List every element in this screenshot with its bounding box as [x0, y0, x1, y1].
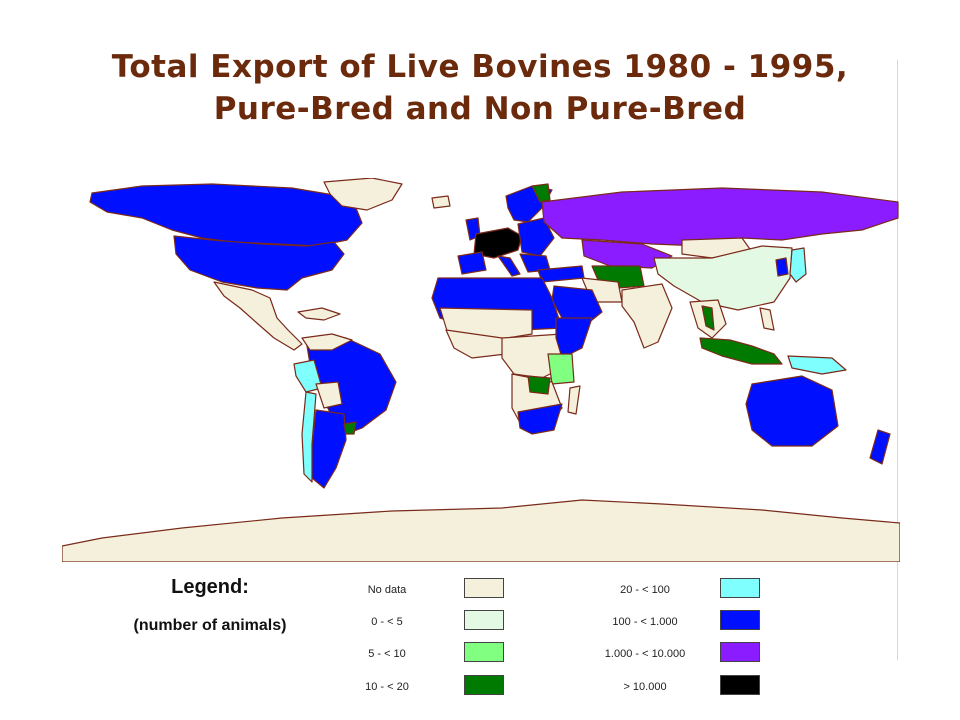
- region-west-africa: [445, 329, 507, 359]
- region-argentina: [311, 409, 347, 489]
- legend-label-1000-10000: 1.000 - < 10.000: [604, 648, 686, 660]
- legend-label-over-10000: > 10.000: [623, 681, 667, 693]
- legend-swatch-no-data: [464, 578, 504, 598]
- legend-label-no-data: No data: [367, 584, 407, 596]
- region-peru: [293, 359, 323, 393]
- region-antarctica: [62, 499, 900, 562]
- region-italy: [497, 255, 521, 277]
- legend-label-5-10: 5 - < 10: [368, 648, 406, 660]
- region-india: [621, 283, 673, 349]
- legend-label-100-1000: 100 - < 1.000: [612, 616, 678, 628]
- legend-label-10-20: 10 - < 20: [365, 681, 409, 693]
- region-uruguay: [343, 421, 357, 435]
- region-kazakhstan: [581, 239, 673, 269]
- region-usa: [173, 235, 345, 291]
- region-thailand: [701, 305, 715, 331]
- legend-label-0-5: 0 - < 5: [371, 616, 403, 628]
- world-map: [62, 178, 900, 562]
- region-australia: [745, 375, 839, 447]
- region-chile: [301, 391, 317, 483]
- region-zambia: [527, 375, 551, 395]
- region-china: [653, 245, 793, 311]
- legend-swatch-20-100: [720, 578, 760, 598]
- region-iberia: [457, 251, 487, 275]
- title-line-1: Total Export of Live Bovines 1980 - 1995…: [111, 49, 849, 85]
- title-line-2: Pure-Bred and Non Pure-Bred: [213, 91, 747, 127]
- legend-swatch-10-20: [464, 675, 504, 695]
- region-colombia-venezuela: [301, 333, 353, 351]
- legend-swatch-100-1000: [720, 610, 760, 630]
- region-new-guinea: [787, 355, 847, 375]
- frame-divider: [897, 60, 898, 660]
- region-east-africa: [555, 317, 593, 359]
- region-greenland: [323, 178, 403, 211]
- region-south-africa: [517, 403, 563, 435]
- region-east-europe: [517, 217, 555, 257]
- legend-swatch-5-10: [464, 642, 504, 662]
- legend-label-20-100: 20 - < 100: [620, 584, 670, 596]
- map-title: Total Export of Live Bovines 1980 - 1995…: [0, 46, 960, 130]
- region-madagascar: [567, 385, 581, 415]
- region-russia: [541, 187, 899, 247]
- region-bolivia: [315, 381, 343, 409]
- legend-swatch-over-10000: [720, 675, 760, 695]
- region-caribbean: [297, 307, 341, 321]
- region-finland: [531, 183, 551, 203]
- region-new-zealand: [869, 429, 891, 465]
- region-tanzania: [547, 353, 575, 385]
- legend-swatch-1000-10000: [720, 642, 760, 662]
- legend-swatch-0-5: [464, 610, 504, 630]
- region-philippines: [759, 307, 775, 331]
- region-canada: [89, 183, 363, 247]
- region-indonesia: [699, 337, 783, 365]
- region-japan: [789, 247, 807, 283]
- legend-title: Legend:: [171, 576, 249, 598]
- region-iceland: [431, 195, 451, 209]
- region-korea: [775, 257, 789, 277]
- region-mexico: [213, 281, 303, 351]
- legend-subtitle: (number of animals): [133, 617, 287, 634]
